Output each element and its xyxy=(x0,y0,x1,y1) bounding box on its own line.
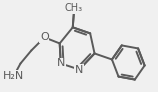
Text: N: N xyxy=(75,64,83,75)
Text: CH₃: CH₃ xyxy=(65,3,83,13)
Text: O: O xyxy=(40,32,49,42)
Text: H₂N: H₂N xyxy=(3,71,24,81)
Text: N: N xyxy=(57,59,65,69)
